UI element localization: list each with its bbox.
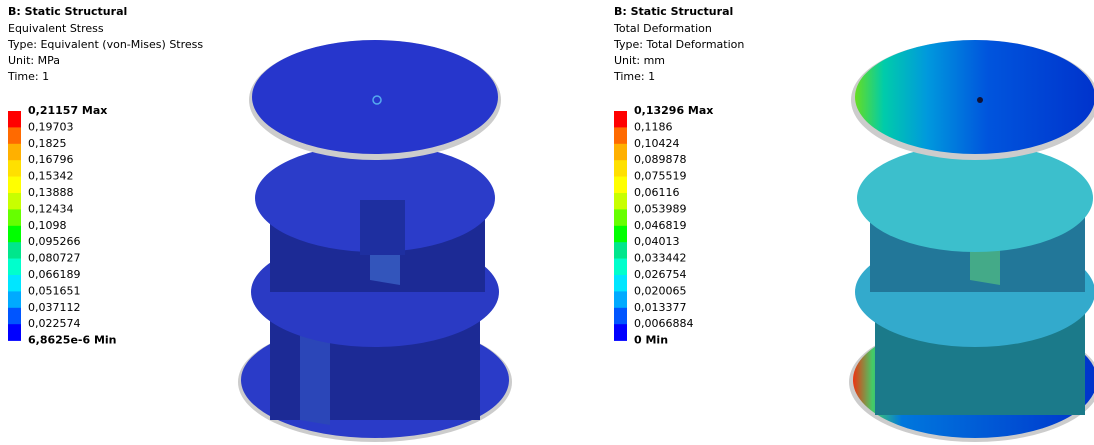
legend-label: 0,0066884 (634, 317, 694, 330)
core (360, 200, 405, 255)
legend-label: 0,026754 (634, 268, 687, 281)
legend-color (8, 177, 21, 194)
legend-label: 0,15342 (28, 170, 74, 183)
legend-color (8, 324, 21, 341)
panel-title: B: Static Structural (614, 5, 733, 18)
legend-color (614, 160, 627, 177)
legend-color (8, 144, 21, 161)
legend-label: 0,066189 (28, 268, 81, 281)
legend-color (8, 111, 21, 128)
panel-line: Total Deformation (613, 22, 712, 35)
legend-color (614, 308, 627, 325)
legend-label: 0,037112 (28, 301, 81, 314)
legend-color (614, 177, 627, 194)
hole (977, 97, 983, 103)
disc (855, 40, 1094, 154)
legend-color (614, 111, 627, 128)
legend-label: 0,16796 (28, 153, 74, 166)
legend-label: 0,10424 (634, 137, 680, 150)
legend-color (8, 308, 21, 325)
panel-line: Type: Total Deformation (613, 38, 744, 51)
blade (300, 330, 330, 425)
legend-label: 0,033442 (634, 252, 687, 265)
panel-line: Unit: mm (614, 54, 665, 67)
legend-label: 0,046819 (634, 219, 687, 232)
legend-label: 0,1186 (634, 120, 673, 133)
panel-line: Type: Equivalent (von-Mises) Stress (7, 38, 203, 51)
legend-label: 6,8625e-6 Min (28, 334, 117, 347)
legend-label: 0,13888 (28, 186, 74, 199)
legend-label: 0,051651 (28, 284, 81, 297)
legend-label: 0,095266 (28, 235, 81, 248)
legend-label: 0,06116 (634, 186, 680, 199)
legend-color (614, 291, 627, 308)
legend-color (614, 324, 627, 341)
legend-color (614, 242, 627, 259)
legend-color (8, 259, 21, 276)
legend-label: 0,1098 (28, 219, 67, 232)
legend-label: 0,080727 (28, 252, 81, 265)
legend-label: 0,022574 (28, 317, 81, 330)
legend-label: 0,21157 Max (28, 104, 107, 117)
model-deformation (849, 40, 1094, 442)
legend-color (8, 226, 21, 243)
result-panel: B: Static Structural Total Deformation Typ… (613, 5, 744, 347)
legend-color (614, 259, 627, 276)
panel-line: Equivalent Stress (8, 22, 104, 35)
legend-color (8, 160, 21, 177)
legend-color (8, 291, 21, 308)
legend-label: 0,12434 (28, 202, 74, 215)
legend-color (614, 144, 627, 161)
legend-color (614, 193, 627, 210)
legend-label: 0,020065 (634, 284, 687, 297)
legend-color (8, 209, 21, 226)
legend-color (614, 127, 627, 144)
page: B: Static Structural Equivalent Stress Typ… (0, 0, 1094, 445)
legend-label: 0,1825 (28, 137, 67, 150)
legend-label: 0,089878 (634, 153, 687, 166)
legend-label: 0 Min (634, 334, 668, 347)
legend-color (8, 275, 21, 292)
legend-label: 0,04013 (634, 235, 680, 248)
model-stress (238, 40, 512, 442)
legend-color (8, 193, 21, 210)
screen: B: Static Structural Equivalent Stress Typ… (0, 0, 1094, 445)
legend-label: 0,053989 (634, 202, 687, 215)
legend-color (8, 242, 21, 259)
disc (857, 144, 1093, 252)
legend-color (614, 226, 627, 243)
legend-color (8, 127, 21, 144)
legend-label: 0,075519 (634, 170, 687, 183)
result-panel: B: Static Structural Equivalent Stress Typ… (7, 5, 203, 347)
panel-line: Time: 1 (613, 70, 655, 83)
panel-line: Time: 1 (7, 70, 49, 83)
legend-color (614, 209, 627, 226)
legend-color (614, 275, 627, 292)
legend-label: 0,013377 (634, 301, 687, 314)
legend-label: 0,13296 Max (634, 104, 713, 117)
panel-title: B: Static Structural (8, 5, 127, 18)
legend-label: 0,19703 (28, 120, 74, 133)
panel-line: Unit: MPa (8, 54, 60, 67)
